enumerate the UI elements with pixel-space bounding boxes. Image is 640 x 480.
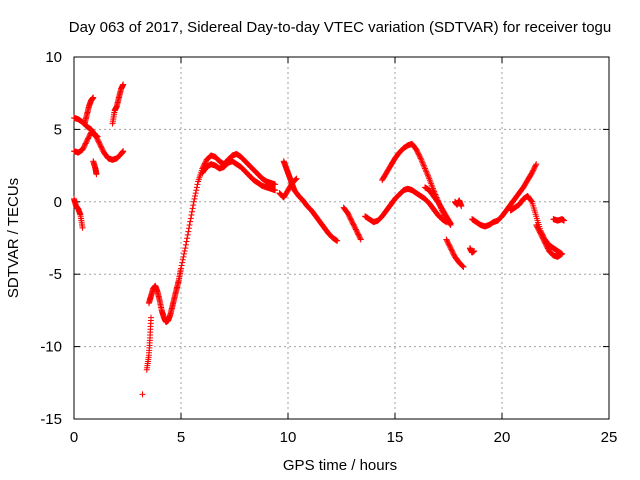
data-point bbox=[184, 235, 191, 242]
data-point bbox=[194, 181, 201, 188]
y-tick-label: -10 bbox=[40, 339, 62, 356]
data-point bbox=[425, 174, 432, 181]
data-point bbox=[417, 155, 424, 162]
data-point bbox=[558, 250, 565, 257]
data-point bbox=[190, 202, 197, 209]
data-point bbox=[334, 237, 341, 244]
data-point bbox=[421, 164, 428, 171]
x-tick-label: 0 bbox=[70, 429, 78, 446]
data-point bbox=[79, 224, 86, 231]
data-point bbox=[182, 245, 189, 252]
data-point bbox=[148, 314, 155, 321]
data-point bbox=[179, 259, 186, 266]
data-points bbox=[71, 81, 568, 398]
x-tick-label: 5 bbox=[177, 429, 185, 446]
data-point bbox=[193, 184, 200, 191]
data-point bbox=[471, 248, 478, 255]
data-point bbox=[186, 221, 193, 228]
data-point bbox=[139, 391, 146, 398]
data-point bbox=[272, 181, 279, 188]
data-point bbox=[459, 262, 466, 269]
chart-title: Day 063 of 2017, Sidereal Day-to-day VTE… bbox=[69, 19, 611, 36]
data-point bbox=[447, 220, 454, 227]
x-tick-label: 25 bbox=[601, 429, 618, 446]
x-tick-label: 10 bbox=[280, 429, 297, 446]
data-point bbox=[178, 262, 185, 269]
y-tick-label: -5 bbox=[49, 266, 62, 283]
x-tick-label: 20 bbox=[494, 429, 511, 446]
x-tick-label: 15 bbox=[387, 429, 404, 446]
data-point bbox=[419, 159, 426, 166]
data-point bbox=[425, 172, 432, 179]
y-tick-label: 10 bbox=[45, 49, 62, 66]
data-point bbox=[424, 171, 431, 178]
data-point bbox=[459, 263, 466, 270]
y-tick-label: 5 bbox=[54, 121, 62, 138]
data-point bbox=[180, 253, 187, 260]
data-point bbox=[357, 236, 364, 243]
data-point bbox=[528, 197, 535, 204]
data-point bbox=[187, 218, 194, 225]
data-point bbox=[90, 94, 97, 101]
data-point bbox=[458, 203, 465, 210]
y-tick-label: -15 bbox=[40, 411, 62, 428]
data-point bbox=[293, 175, 300, 182]
data-point bbox=[532, 162, 539, 169]
data-point bbox=[185, 225, 192, 232]
data-point bbox=[188, 212, 195, 219]
data-point bbox=[185, 228, 192, 235]
data-point bbox=[192, 190, 199, 197]
x-axis-label: GPS time / hours bbox=[283, 457, 397, 474]
data-point bbox=[421, 165, 428, 172]
data-point bbox=[422, 166, 429, 173]
data-point bbox=[420, 161, 427, 168]
data-point bbox=[192, 193, 199, 200]
data-point bbox=[120, 81, 127, 88]
data-point bbox=[179, 256, 186, 263]
plot-frame bbox=[73, 56, 610, 420]
tick-labels: 0 5 10 15 20 25 -15 -10 -5 0 5 10 bbox=[40, 49, 617, 446]
data-point bbox=[193, 187, 200, 194]
data-point bbox=[292, 176, 299, 183]
data-point bbox=[184, 231, 191, 238]
data-point bbox=[418, 156, 425, 163]
data-point bbox=[447, 219, 454, 226]
data-point bbox=[178, 265, 184, 272]
data-point bbox=[187, 215, 194, 222]
data-point bbox=[357, 235, 364, 242]
data-point bbox=[189, 208, 196, 215]
data-point bbox=[417, 154, 424, 161]
data-point bbox=[191, 195, 198, 202]
data-point bbox=[93, 171, 100, 178]
data-point bbox=[182, 241, 189, 248]
data-point bbox=[418, 158, 425, 165]
data-point bbox=[189, 205, 196, 212]
y-tick-label: 0 bbox=[54, 194, 62, 211]
data-point bbox=[272, 187, 279, 194]
data-point bbox=[183, 238, 190, 245]
data-point bbox=[561, 217, 568, 224]
data-point bbox=[420, 162, 427, 169]
data-point bbox=[181, 248, 188, 255]
data-point bbox=[533, 161, 540, 168]
data-point bbox=[423, 168, 430, 175]
y-axis-label: SDTVAR / TECUs bbox=[5, 178, 22, 298]
data-point bbox=[181, 250, 188, 257]
data-point bbox=[423, 169, 430, 176]
data-point bbox=[292, 176, 299, 183]
data-point bbox=[190, 198, 197, 205]
data-point bbox=[460, 263, 467, 270]
axis-ticks bbox=[73, 56, 610, 420]
data-point bbox=[120, 148, 127, 155]
